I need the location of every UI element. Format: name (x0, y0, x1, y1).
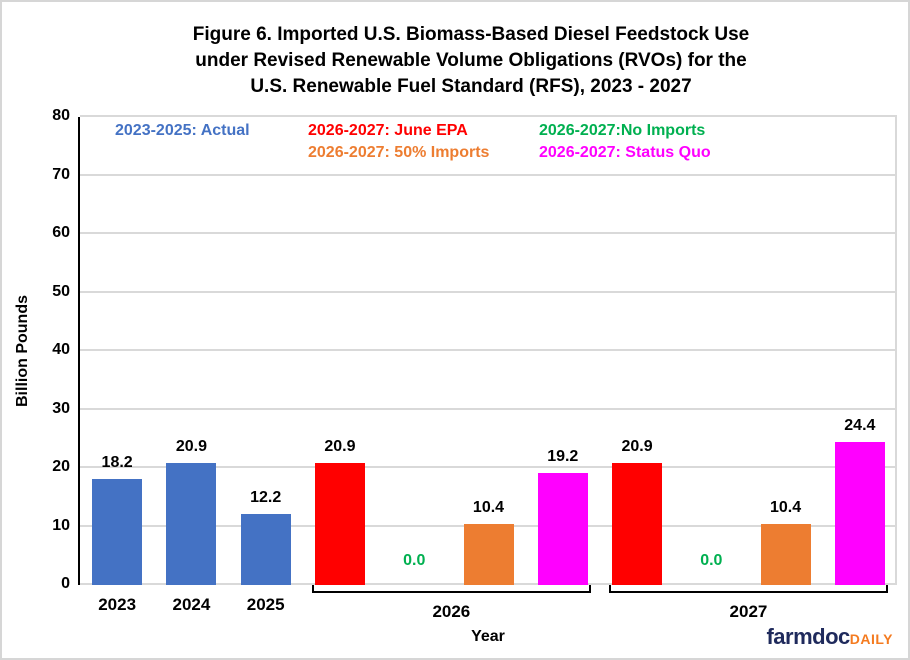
x-group-label-2027: 2027 (729, 602, 768, 621)
logo-daily-text: DAILY (849, 631, 893, 647)
farmdoc-daily-logo: farmdocDAILY (766, 624, 893, 650)
bar-2023-actual (92, 478, 143, 585)
y-tick-label: 70 (52, 165, 70, 183)
bar-2027-imports_50 (760, 524, 811, 585)
bar-value-label: 0.0 (700, 552, 723, 569)
bar-value-label: 18.2 (101, 453, 133, 471)
bar-2027-june_epa (612, 462, 663, 585)
bar-value-label: 20.9 (175, 437, 207, 455)
bar-2027-status_quo (834, 442, 885, 585)
group-bracket-2027 (608, 585, 888, 593)
bar-2024-actual (166, 462, 217, 585)
x-axis-title: Year (471, 628, 505, 645)
x-axis-label-2023: 2023 (98, 595, 137, 614)
y-tick-label: 60 (52, 224, 70, 241)
x-group-label-2026: 2026 (432, 602, 471, 621)
legend-item-no-imports: 2026-2027:No Imports (539, 122, 706, 139)
bar-value-label: 19.2 (547, 447, 579, 465)
legend-item-june-epa: 2026-2027: June EPA (308, 122, 468, 139)
y-tick-label: 40 (52, 341, 70, 358)
bar-value-label: 10.4 (770, 499, 802, 517)
gridline (80, 407, 897, 410)
x-axis-label-2024: 2024 (172, 595, 211, 614)
bar-value-label: 0.0 (403, 552, 426, 569)
group-bracket-2026 (311, 585, 591, 593)
bar-value-label: 12.2 (250, 488, 282, 506)
y-tick-label: 50 (52, 282, 70, 300)
legend-item-status-quo: 2026-2027: Status Quo (539, 144, 711, 161)
gridline (80, 232, 897, 234)
gridline (80, 349, 897, 351)
gridline (80, 173, 897, 176)
legend-item-actual: 2023-2025: Actual (115, 122, 250, 139)
bar-2025-actual (240, 513, 291, 585)
y-tick-label: 0 (61, 575, 70, 592)
bar-value-label: 24.4 (844, 417, 876, 435)
gridline (80, 466, 897, 468)
bar-2026-status_quo (537, 472, 588, 585)
y-tick-label: 80 (52, 107, 70, 124)
chart-title: Figure 6. Imported U.S. Biomass-Based Di… (192, 24, 750, 97)
bar-2026-imports_50 (463, 524, 514, 585)
y-tick-label: 30 (52, 399, 70, 417)
legend-item-50-imports: 2026-2027: 50% Imports (308, 144, 490, 161)
gridline (80, 290, 897, 293)
plot-right-border (895, 117, 897, 585)
y-tick-label: 20 (52, 458, 70, 475)
bar-value-label: 20.9 (621, 437, 653, 455)
bar-2026-june_epa (314, 462, 365, 585)
y-axis-line (78, 117, 80, 585)
logo-farmdoc-text: farmdoc (766, 624, 850, 649)
bar-value-label: 10.4 (472, 499, 505, 517)
x-axis-label-2025: 2025 (246, 595, 285, 614)
bar-value-label: 20.9 (324, 437, 356, 455)
gridline (80, 115, 897, 117)
y-tick-label: 10 (52, 516, 70, 534)
